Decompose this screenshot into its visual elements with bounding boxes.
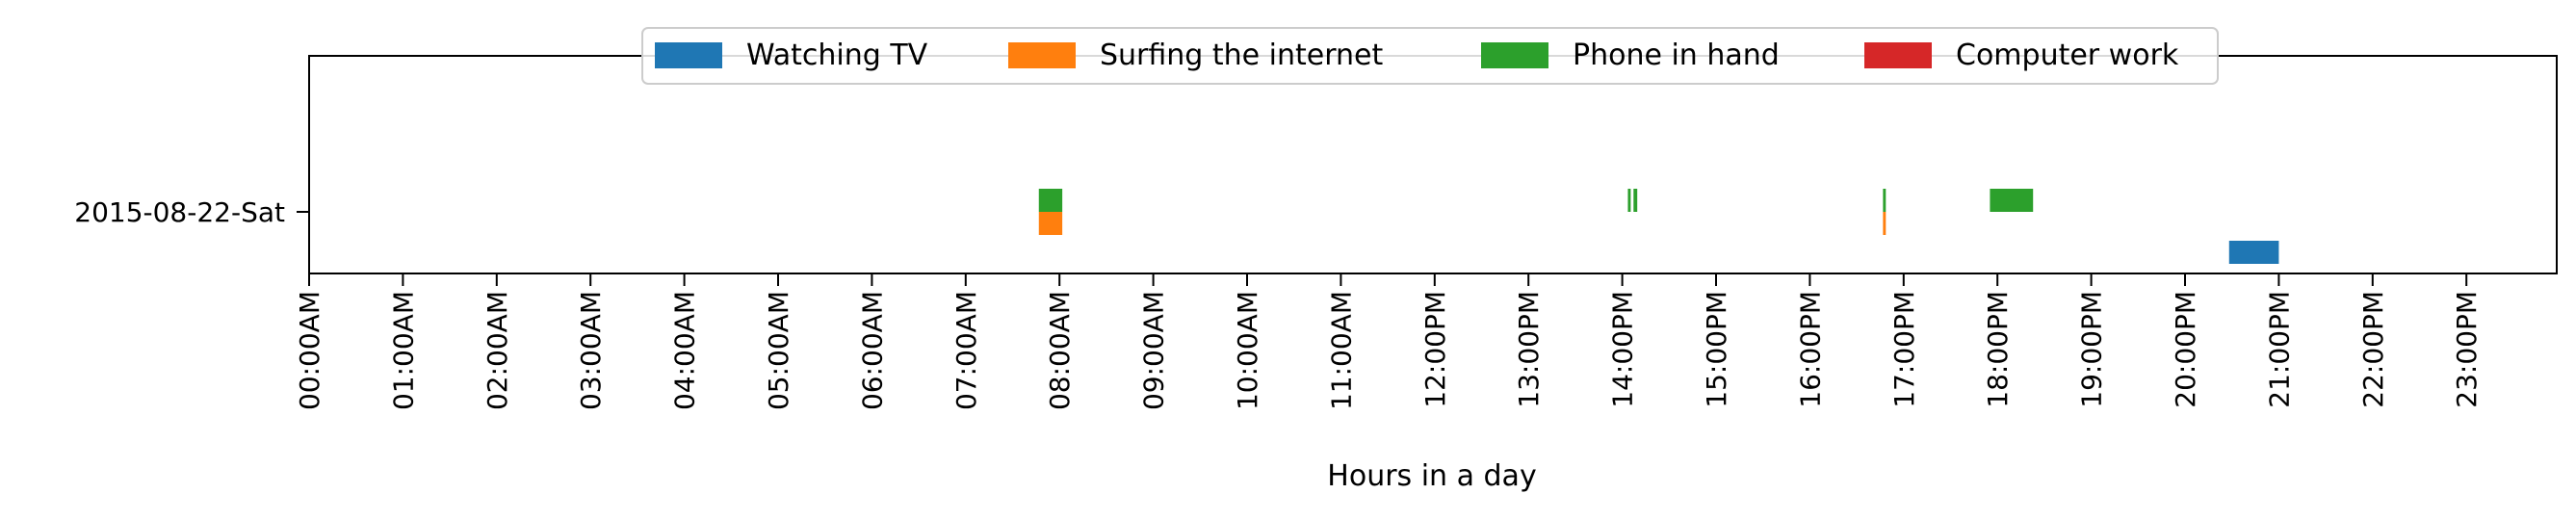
- x-tick-label: 04:00AM: [669, 291, 701, 410]
- x-tick-label: 00:00AM: [294, 291, 325, 410]
- x-tick-label: 06:00AM: [856, 291, 888, 410]
- legend-label: Watching TV: [746, 39, 928, 72]
- bar-phone-in-hand-4: [1990, 189, 2034, 212]
- x-tick-label: 18:00PM: [1982, 291, 2014, 408]
- legend-swatch: [1008, 42, 1076, 68]
- x-tick-label: 20:00PM: [2170, 291, 2201, 408]
- x-tick-label: 01:00AM: [387, 291, 419, 410]
- y-tick-label: 2015-08-22-Sat: [74, 196, 285, 228]
- legend-swatch: [1864, 42, 1932, 68]
- data-marks: [1038, 189, 2279, 264]
- x-axis: 00:00AM 01:00AM 02:00AM 03:00AM 04:00AM 05:00…: [294, 273, 2483, 410]
- bar-surfing-the-internet-1: [1883, 212, 1886, 235]
- legend-label: Phone in hand: [1573, 39, 1780, 72]
- legend-label: Computer work: [1956, 39, 2179, 72]
- x-tick-label: 10:00AM: [1232, 291, 1263, 410]
- bar-phone-in-hand-0: [1038, 189, 1063, 212]
- x-tick-label: 09:00AM: [1138, 291, 1170, 410]
- x-tick-label: 11:00AM: [1325, 291, 1357, 410]
- legend-box: [641, 27, 2219, 85]
- x-tick-label: 14:00PM: [1607, 291, 1639, 408]
- legend-swatch: [655, 42, 722, 68]
- bar-surfing-the-internet-0: [1038, 212, 1063, 235]
- y-axis: 2015-08-22-Sat: [74, 196, 309, 228]
- bar-phone-in-hand-3: [1883, 189, 1886, 212]
- x-tick-label: 07:00AM: [950, 291, 982, 410]
- x-tick-label: 16:00PM: [1794, 291, 1826, 408]
- bar-watching-tv-0: [2228, 241, 2279, 264]
- x-tick-label: 13:00PM: [1513, 291, 1545, 408]
- plot-area: [309, 56, 2557, 273]
- legend-swatch: [1481, 42, 1548, 68]
- x-tick-label: 05:00AM: [763, 291, 794, 410]
- x-tick-label: 03:00AM: [575, 291, 607, 410]
- x-tick-label: 22:00PM: [2357, 291, 2389, 408]
- bar-phone-in-hand-2: [1633, 189, 1638, 212]
- legend-label: Surfing the internet: [1100, 39, 1383, 72]
- x-axis-label: Hours in a day: [1327, 459, 1536, 493]
- x-tick-label: 21:00PM: [2263, 291, 2295, 408]
- x-tick-label: 02:00AM: [481, 291, 513, 410]
- x-tick-label: 17:00PM: [1888, 291, 1920, 408]
- x-tick-label: 19:00PM: [2076, 291, 2108, 408]
- x-tick-label: 23:00PM: [2451, 291, 2483, 408]
- x-tick-label: 15:00PM: [1701, 291, 1732, 408]
- legend: Watching TV Surfing the internet Phone in …: [641, 27, 2219, 85]
- x-tick-label: 12:00PM: [1419, 291, 1451, 408]
- bar-phone-in-hand-1: [1627, 189, 1631, 212]
- x-tick-label: 08:00AM: [1044, 291, 1076, 410]
